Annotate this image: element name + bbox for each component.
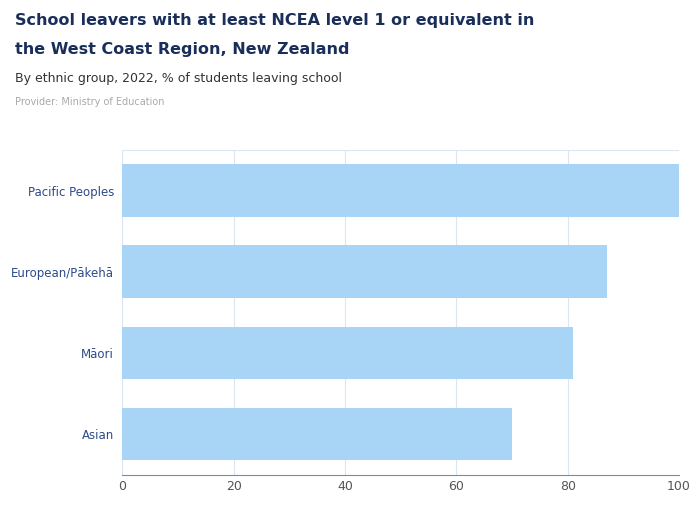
Text: Provider: Ministry of Education: Provider: Ministry of Education [15,97,165,107]
Text: the West Coast Region, New Zealand: the West Coast Region, New Zealand [15,42,350,57]
Text: figure.nz: figure.nz [583,22,657,35]
Bar [122,164,679,217]
Text: School leavers with at least NCEA level 1 or equivalent in: School leavers with at least NCEA level … [15,13,535,28]
Bar [122,407,512,460]
Bar [122,327,573,379]
Bar [122,246,607,298]
Text: By ethnic group, 2022, % of students leaving school: By ethnic group, 2022, % of students lea… [15,72,342,86]
